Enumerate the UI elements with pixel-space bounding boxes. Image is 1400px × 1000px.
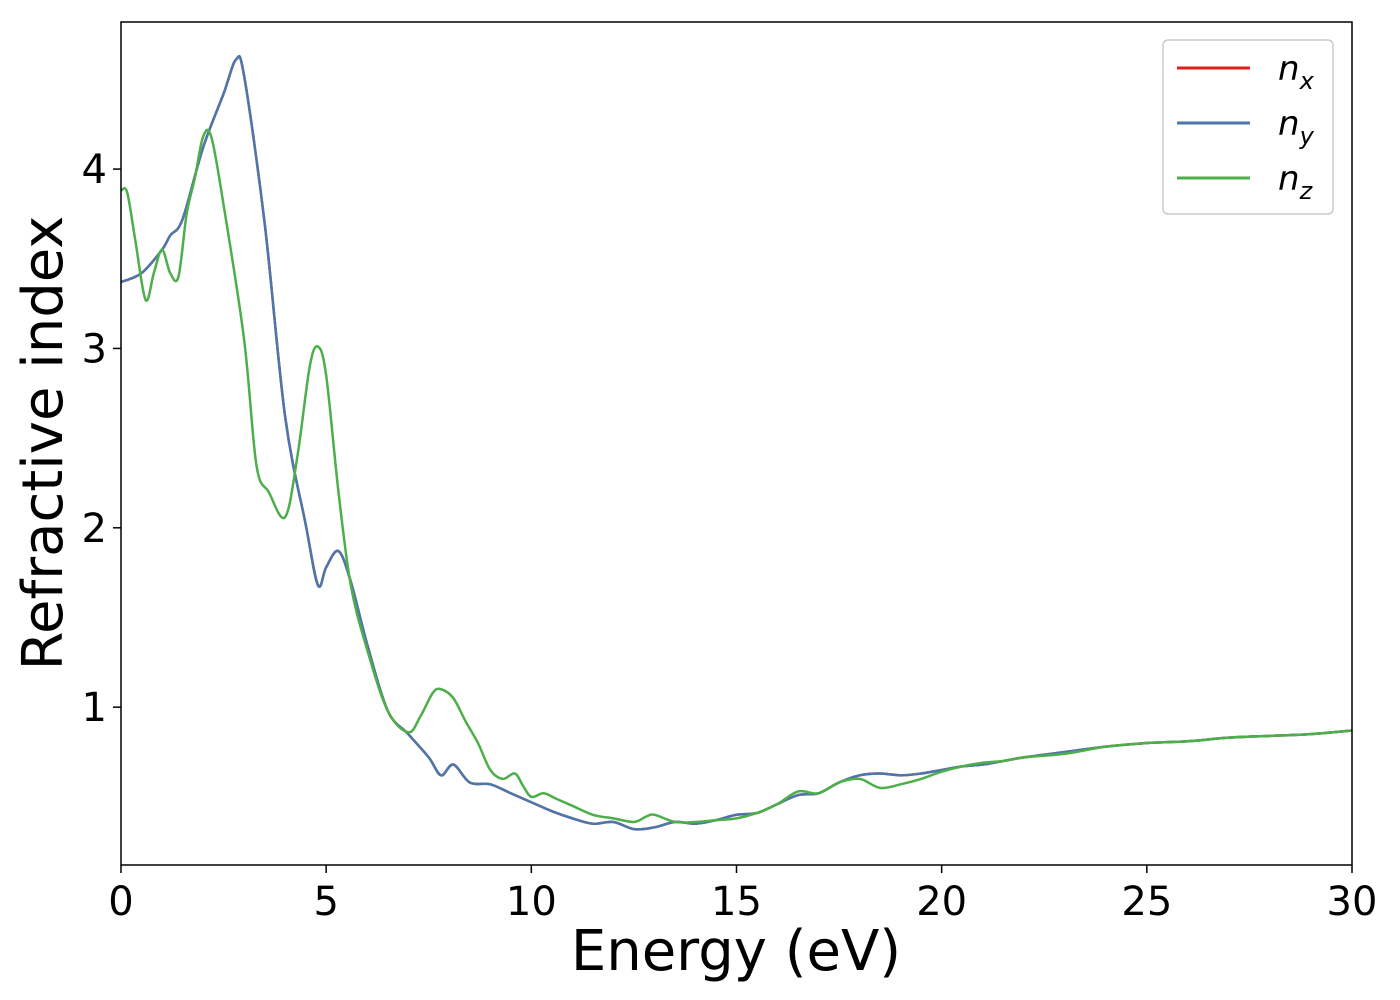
x-tick-label: 0 [108, 879, 133, 925]
y-tick-label: 1 [82, 685, 107, 731]
legend-box [1162, 39, 1334, 215]
y-axis-title: Refractive index [11, 216, 76, 671]
x-axis-title: Energy (eV) [571, 919, 901, 984]
legend-label-y: ny [1278, 104, 1315, 150]
x-tick-label: 10 [506, 879, 557, 925]
series-line-n-z [121, 128, 1352, 824]
x-tick-label: 15 [711, 879, 762, 925]
x-tick-label: 25 [1121, 879, 1172, 925]
legend-label-x: nx [1278, 49, 1315, 95]
legend: nx ny nz [1162, 39, 1334, 215]
x-tick-label: 5 [313, 879, 338, 925]
series-line-n-y [121, 55, 1352, 831]
y-tick-label: 4 [82, 147, 107, 193]
legend-label-z: nz [1278, 159, 1314, 205]
x-tick-label: 30 [1327, 879, 1378, 925]
y-axis-ticks: 1 2 3 4 [82, 147, 121, 731]
series-layer [121, 55, 1352, 831]
y-tick-label: 3 [82, 326, 107, 372]
x-axis-ticks: 0 5 10 15 20 25 30 [108, 865, 1377, 925]
y-tick-label: 2 [82, 506, 107, 552]
x-tick-label: 20 [916, 879, 967, 925]
